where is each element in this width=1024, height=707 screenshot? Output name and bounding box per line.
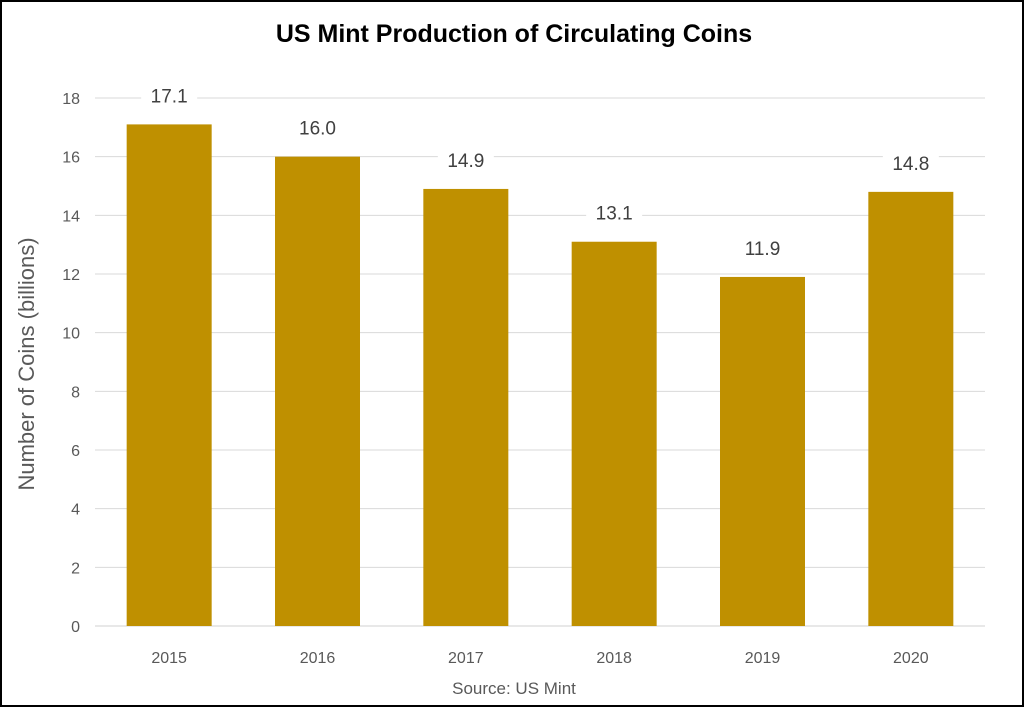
source-note: Source: US Mint [452, 679, 576, 698]
bar-2020 [868, 191, 954, 626]
data-label-bg [437, 146, 494, 173]
x-tick-label: 2016 [300, 650, 336, 667]
y-tick-label: 8 [71, 384, 80, 401]
x-tick-label: 2015 [151, 650, 187, 667]
y-tick-label: 2 [71, 560, 80, 577]
data-label-bg [141, 82, 198, 109]
data-label: 16.0 [299, 119, 336, 140]
chart-title: US Mint Production of Circulating Coins [276, 20, 752, 48]
y-tick-label: 12 [62, 267, 80, 284]
y-tick-label: 10 [62, 326, 80, 343]
x-tick-label: 2018 [596, 650, 632, 667]
bar-2017 [423, 188, 509, 626]
bar-2018 [571, 241, 657, 626]
x-tick-label: 2017 [448, 650, 484, 667]
data-label-bg [734, 234, 791, 261]
data-label-bg [289, 114, 346, 141]
x-tick-label: 2019 [745, 650, 781, 667]
y-tick-label: 6 [71, 443, 80, 460]
data-label: 13.1 [596, 204, 633, 225]
y-tick-label: 14 [62, 208, 80, 225]
data-label-bg [586, 199, 643, 226]
data-label: 14.8 [892, 154, 929, 175]
y-axis-label: Number of Coins (billions) [14, 237, 39, 490]
data-label-bg [882, 149, 939, 176]
data-label: 14.9 [447, 151, 484, 172]
bar-2015 [126, 124, 212, 627]
bar-2019 [720, 276, 805, 626]
y-tick-label: 16 [62, 150, 80, 167]
y-tick-label: 0 [71, 619, 80, 636]
bar-2016 [275, 156, 360, 626]
y-tick-label: 4 [71, 502, 80, 519]
y-tick-label: 18 [62, 91, 80, 108]
data-label: 17.1 [151, 86, 188, 107]
x-tick-label: 2020 [893, 650, 929, 667]
data-label: 11.9 [745, 239, 781, 260]
